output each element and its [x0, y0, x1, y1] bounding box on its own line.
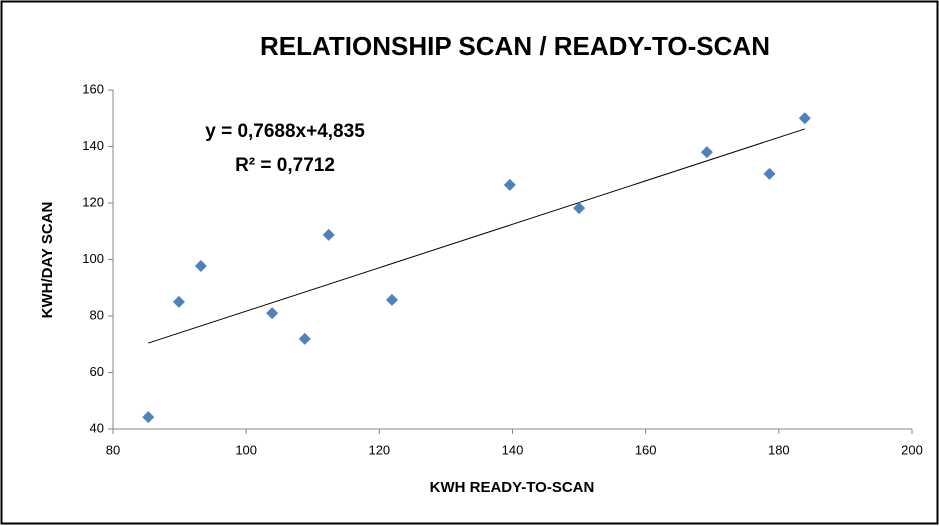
y-tick-label: 40	[90, 420, 104, 435]
y-tick-label: 100	[82, 251, 104, 266]
x-tick-label: 120	[368, 442, 390, 457]
data-point	[573, 202, 586, 215]
trendline	[148, 128, 805, 344]
x-axis-label: KWH READY-TO-SCAN	[430, 479, 595, 496]
data-point	[298, 332, 311, 345]
data-point	[700, 146, 713, 159]
data-point	[763, 167, 776, 180]
data-point	[385, 293, 398, 306]
x-tick-label: 140	[502, 442, 524, 457]
x-tick-label: 180	[768, 442, 790, 457]
x-tick-label: 80	[106, 442, 120, 457]
y-tick-label: 140	[82, 138, 104, 153]
y-tick-label: 120	[82, 194, 104, 209]
data-point	[172, 295, 185, 308]
trendline-equation: y = 0,7688x+4,835	[205, 121, 365, 142]
chart-title: RELATIONSHIP SCAN / READY-TO-SCAN	[260, 31, 770, 61]
data-point	[142, 411, 155, 424]
x-tick-label: 160	[635, 442, 657, 457]
data-point	[322, 228, 335, 241]
data-point	[194, 259, 207, 272]
trendline-r2: R² = 0,7712	[235, 155, 335, 176]
y-tick-label: 60	[90, 364, 104, 379]
x-tick-label: 100	[235, 442, 257, 457]
y-axis-label: KWH/DAY SCAN	[39, 202, 56, 319]
x-tick-label: 200	[901, 442, 923, 457]
y-tick-label: 80	[90, 307, 104, 322]
y-tick-label: 160	[82, 81, 104, 96]
data-point	[503, 178, 516, 191]
data-point	[798, 112, 811, 125]
data-point	[266, 307, 279, 320]
